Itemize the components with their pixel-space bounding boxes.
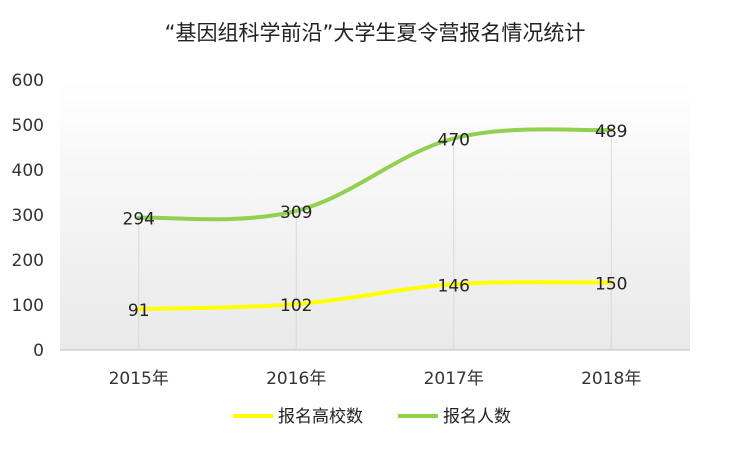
x-tick-label: 2016年 <box>266 369 326 389</box>
data-labels: 91 102 146 150 294 309 470 489 <box>123 122 628 321</box>
data-label: 489 <box>595 122 627 142</box>
x-tick-label: 2018年 <box>581 369 641 389</box>
data-label: 470 <box>438 131 470 151</box>
y-tick-label: 500 <box>12 116 44 136</box>
y-tick-label: 100 <box>12 296 44 316</box>
plot-area <box>60 80 690 350</box>
y-tick-label: 600 <box>12 71 44 91</box>
x-axis: 2015年 2016年 2017年 2018年 <box>109 369 642 389</box>
legend: 报名高校数 报名人数 <box>233 407 511 427</box>
data-label: 102 <box>280 296 312 316</box>
series-line-2 <box>136 127 614 222</box>
y-tick-label: 300 <box>12 206 44 226</box>
x-tick-label: 2017年 <box>424 369 484 389</box>
chart-title: “基因组科学前沿”大学生夏令营报名情况统计 <box>165 21 586 45</box>
series-lines <box>136 127 614 312</box>
data-label: 146 <box>438 276 470 296</box>
series-line-1 <box>136 280 614 312</box>
drop-lines <box>138 129 612 350</box>
y-tick-label: 400 <box>12 161 44 181</box>
y-axis: 0 100 200 300 400 500 600 <box>12 71 44 361</box>
x-tick-label: 2015年 <box>109 369 169 389</box>
legend-label-series-1: 报名高校数 <box>278 407 363 427</box>
data-label: 91 <box>128 301 150 321</box>
data-label: 294 <box>123 210 155 230</box>
legend-label-series-2: 报名人数 <box>443 407 511 427</box>
data-label: 309 <box>280 203 312 223</box>
y-tick-label: 0 <box>33 341 44 361</box>
data-label: 150 <box>595 275 627 295</box>
y-tick-label: 200 <box>12 251 44 271</box>
